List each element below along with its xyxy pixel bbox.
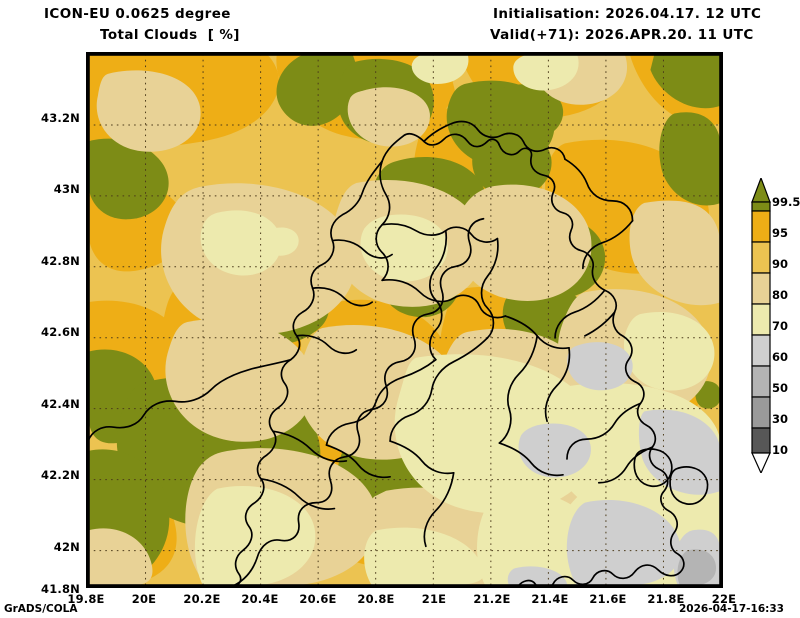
x-tick-label: 20E	[131, 592, 157, 606]
map-plot-area[interactable]	[86, 52, 723, 588]
header-initialisation: Initialisation: 2026.04.17. 12 UTC	[493, 6, 762, 22]
colorbar[interactable]	[746, 178, 776, 473]
x-tick-label: 21E	[421, 592, 447, 606]
x-tick-label: 21.8E	[647, 592, 685, 606]
colorbar-svg	[751, 178, 771, 473]
y-tick-label: 43N	[53, 182, 80, 196]
colorbar-tick-label: 60	[772, 350, 789, 364]
y-tick-label: 42.4N	[41, 397, 80, 411]
header-valid-time: Valid(+71): 2026.APR.20. 11 UTC	[490, 27, 754, 43]
y-tick-label: 43.2N	[41, 111, 80, 125]
x-tick-label: 20.6E	[299, 592, 337, 606]
header-model-title: ICON-EU 0.0625 degree	[44, 6, 231, 22]
map-gridlines	[88, 54, 721, 586]
administrative-boundaries	[88, 120, 709, 586]
y-tick-label: 42N	[53, 540, 80, 554]
colorbar-tick-label: 70	[772, 319, 789, 333]
colorbar-tick-label: 30	[772, 412, 789, 426]
footer-credit: GrADS/COLA	[4, 603, 78, 615]
x-tick-label: 20.8E	[357, 592, 395, 606]
x-tick-label: 21.6E	[589, 592, 627, 606]
header-field-title: Total Clouds [ %]	[100, 27, 240, 43]
colorbar-tick-label: 10	[772, 443, 789, 457]
colorbar-tick-label: 80	[772, 288, 789, 302]
y-tick-label: 42.6N	[41, 325, 80, 339]
x-tick-label: 21.4E	[531, 592, 569, 606]
cloud-cover-field	[88, 54, 721, 586]
y-tick-label: 42.8N	[41, 254, 80, 268]
y-tick-label: 41.8N	[41, 582, 80, 596]
x-tick-label: 20.4E	[241, 592, 279, 606]
x-tick-label: 20.2E	[183, 592, 221, 606]
colorbar-tick-label: 95	[772, 226, 789, 240]
y-tick-label: 42.2N	[41, 468, 80, 482]
map-svg	[88, 54, 721, 586]
footer-timestamp: 2026-04-17-16:33	[679, 603, 784, 615]
colorbar-tick-label: 50	[772, 381, 789, 395]
x-tick-label: 19.8E	[67, 592, 105, 606]
colorbar-tick-label: 99.5	[772, 195, 800, 209]
x-tick-label: 21.2E	[473, 592, 511, 606]
colorbar-tick-label: 90	[772, 257, 789, 271]
x-tick-label: 22E	[711, 592, 737, 606]
